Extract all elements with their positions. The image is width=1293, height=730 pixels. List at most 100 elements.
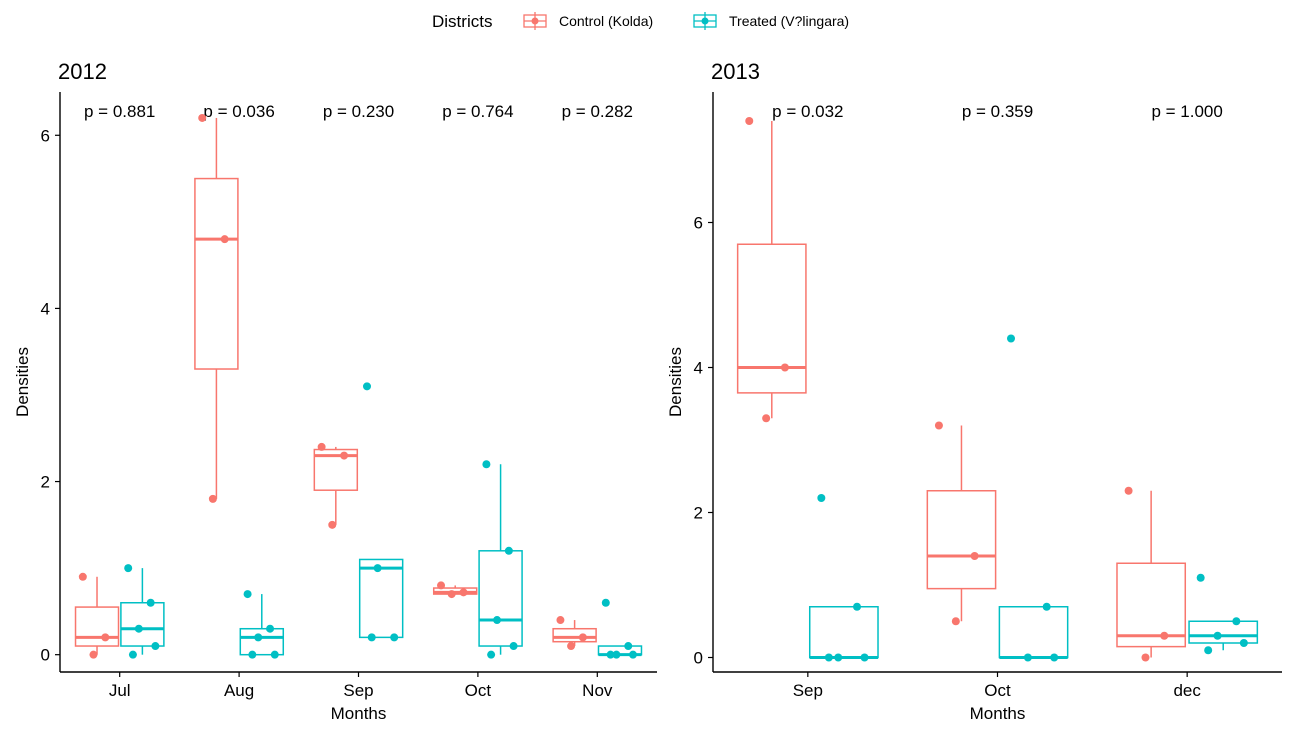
data-point	[504, 546, 513, 555]
y-axis-label: Densities	[666, 347, 685, 417]
y-tick-label: 4	[694, 359, 703, 378]
box-Treated (V?lingara)-dec	[1188, 573, 1259, 655]
data-point	[1007, 334, 1016, 343]
data-point	[1204, 646, 1213, 655]
box-Control (Kolda)-dec	[1116, 486, 1187, 662]
data-point	[128, 650, 137, 659]
data-point	[101, 633, 110, 642]
data-point	[606, 650, 615, 659]
box-rect	[120, 601, 165, 647]
data-point	[390, 633, 399, 642]
data-point	[860, 653, 869, 662]
data-point	[208, 494, 217, 503]
box-rect	[736, 243, 807, 394]
box-Treated (V?lingara)-Nov	[597, 598, 643, 659]
data-point	[266, 624, 275, 633]
data-point	[367, 633, 376, 642]
data-point	[317, 442, 326, 451]
y-axis-label: Densities	[13, 347, 32, 417]
data-point	[509, 642, 518, 651]
legend-label-0: Control (Kolda)	[559, 13, 653, 29]
data-point	[1196, 573, 1205, 582]
data-point	[134, 624, 143, 633]
y-tick-label: 2	[41, 473, 50, 492]
legend-key-point	[531, 17, 539, 25]
panel-2013: 2013 0 2 4 6 Sep p = 0.032 Oct p = 0.359 dec p = 1…	[666, 59, 1282, 723]
data-point	[780, 363, 789, 372]
legend-label-1: Treated (V?lingara)	[729, 13, 849, 29]
box-Control (Kolda)-Sep	[313, 442, 359, 529]
data-point	[373, 564, 382, 573]
data-point	[151, 642, 160, 651]
data-point	[146, 598, 155, 607]
legend-key-0	[523, 12, 547, 30]
data-point	[78, 572, 87, 581]
data-point	[817, 494, 826, 502]
x-axis-label: Months	[331, 704, 387, 723]
y-tick-label: 0	[694, 649, 703, 668]
x-tick-label: Sep	[343, 681, 373, 700]
data-point	[970, 552, 979, 560]
y-tick-label: 0	[41, 646, 50, 665]
data-point	[853, 602, 862, 611]
p-value-label: p = 0.764	[442, 102, 513, 121]
x-tick-label: Jul	[109, 681, 131, 700]
data-point	[124, 564, 133, 573]
data-point	[745, 117, 754, 125]
y-tick-label: 2	[694, 504, 703, 523]
box-Treated (V?lingara)-Oct	[998, 334, 1069, 662]
data-point	[243, 590, 252, 599]
data-point	[482, 460, 491, 469]
data-point	[340, 451, 349, 460]
x-tick-label: Oct	[984, 681, 1011, 700]
x-tick-label: Aug	[224, 681, 254, 700]
box-rect	[552, 627, 597, 643]
y-tick-label: 6	[41, 126, 50, 145]
box-Control (Kolda)-Nov	[552, 616, 597, 651]
data-point	[89, 650, 98, 659]
x-tick-label: Oct	[465, 681, 492, 700]
box-Treated (V?lingara)-Aug	[239, 590, 285, 659]
panel-title: 2013	[711, 59, 760, 84]
data-point	[1141, 653, 1150, 662]
data-point	[248, 650, 257, 659]
box-Treated (V?lingara)-Jul	[120, 564, 165, 659]
data-point	[556, 616, 565, 625]
legend-key-1	[693, 12, 717, 30]
data-point	[1023, 653, 1032, 662]
box-Treated (V?lingara)-Sep	[808, 494, 879, 662]
legend: Districts Control (Kolda) Treated (V?linga…	[432, 12, 849, 31]
box-Control (Kolda)-Oct	[432, 581, 478, 599]
data-point	[270, 650, 279, 659]
box-rect	[358, 558, 404, 639]
p-value-label: p = 1.000	[1151, 102, 1222, 121]
data-point	[612, 650, 621, 659]
p-value-label: p = 0.032	[772, 102, 843, 121]
box-rect	[194, 177, 239, 370]
p-value-label: p = 0.282	[562, 102, 633, 121]
p-value-label: p = 0.230	[323, 102, 394, 121]
x-tick-label: Nov	[582, 681, 613, 700]
data-point	[1050, 653, 1059, 662]
data-point	[363, 382, 372, 391]
y-tick-label: 4	[41, 299, 50, 318]
data-point	[934, 421, 943, 430]
data-point	[493, 616, 502, 625]
data-point	[447, 590, 456, 599]
p-value-label: p = 0.881	[84, 102, 155, 121]
box-rect	[1116, 562, 1187, 648]
box-rect	[313, 448, 359, 491]
x-tick-label: dec	[1173, 681, 1201, 700]
box-rect	[926, 490, 997, 590]
box-Treated (V?lingara)-Oct	[478, 460, 523, 659]
data-point	[1124, 486, 1133, 495]
data-point	[254, 633, 263, 642]
box-rect	[998, 606, 1069, 659]
box-Control (Kolda)-Aug	[194, 113, 239, 503]
data-point	[824, 653, 833, 662]
data-point	[487, 650, 496, 659]
x-axis-label: Months	[970, 704, 1026, 723]
data-point	[951, 617, 960, 626]
data-point	[198, 113, 207, 122]
